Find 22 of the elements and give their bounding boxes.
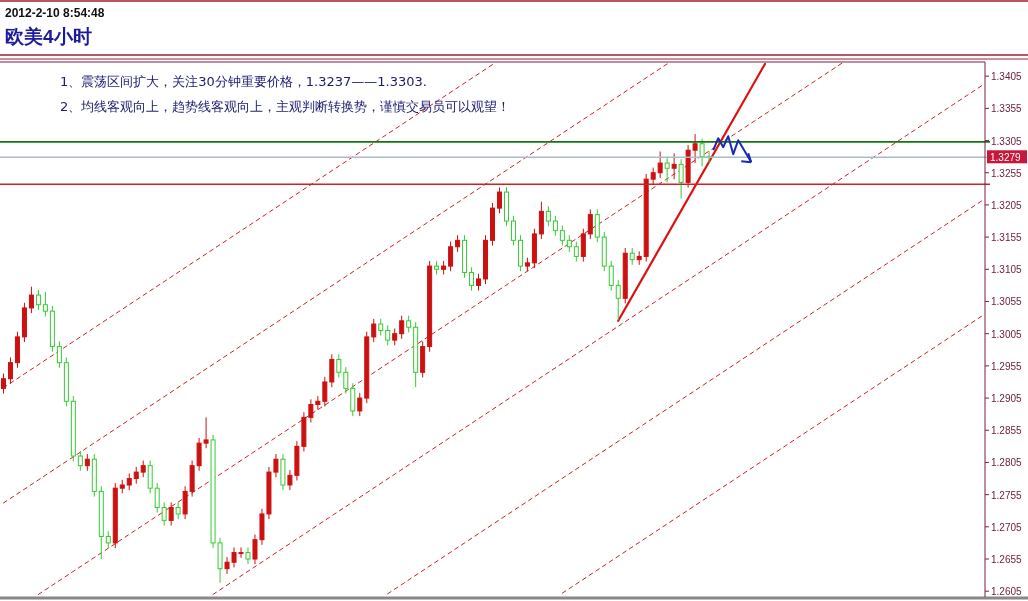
y-tick-label: 1.2905 [991,393,1023,405]
y-tick-label: 1.3005 [991,328,1023,340]
annotation: 1、震荡区间扩大，关注30分钟重要价格，1.3237——1.3303. [60,74,427,89]
y-tick-label: 1.3155 [991,232,1023,244]
chart-subtitle: 2012-2-10 8:54:48 [5,6,105,20]
y-tick-label: 1.2805 [991,457,1023,469]
y-tick-label: 1.2755 [991,489,1023,501]
y-tick-label: 1.2855 [991,425,1023,437]
ref-line-label: 1.3279 [990,152,1022,164]
chart-title: 欧美4小时 [5,26,92,47]
y-tick-label: 1.2705 [991,521,1023,533]
y-tick-label: 1.2605 [991,586,1023,598]
y-tick-label: 1.2955 [991,360,1023,372]
annotation: 2、均线客观向上，趋势线客观向上，主观判断转换势，谨慎交易员可以观望！ [60,99,511,114]
y-tick-label: 1.3405 [991,71,1023,83]
y-tick-label: 1.3205 [991,199,1023,211]
y-tick-label: 1.3055 [991,296,1023,308]
y-tick-label: 1.3305 [991,135,1023,147]
y-tick-label: 1.3105 [991,264,1023,276]
y-tick-label: 1.2655 [991,554,1023,566]
y-tick-label: 1.3255 [991,167,1023,179]
y-tick-label: 1.3355 [991,103,1023,115]
